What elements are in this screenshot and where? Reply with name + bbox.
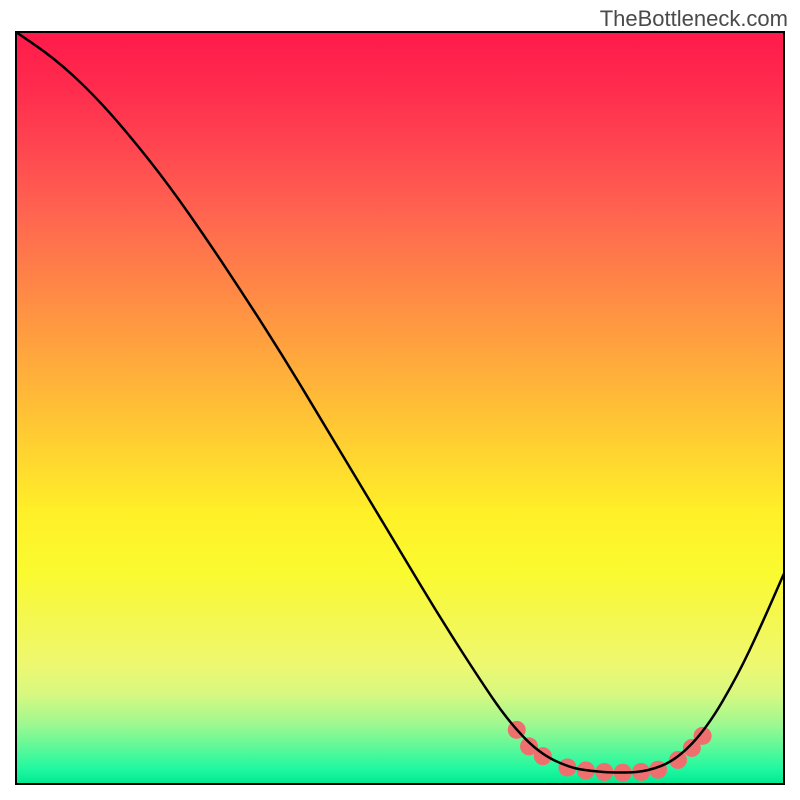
plot-background [16, 32, 784, 784]
watermark-label: TheBottleneck.com [600, 6, 788, 32]
bottleneck-chart [0, 0, 800, 800]
chart-container: TheBottleneck.com [0, 0, 800, 800]
